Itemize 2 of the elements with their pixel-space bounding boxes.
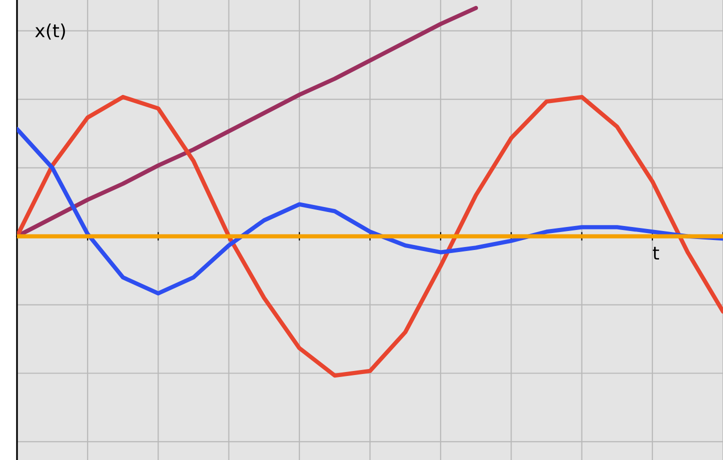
x-axis-title: t xyxy=(652,246,660,260)
y-axis-title: x(t) xyxy=(35,23,65,40)
